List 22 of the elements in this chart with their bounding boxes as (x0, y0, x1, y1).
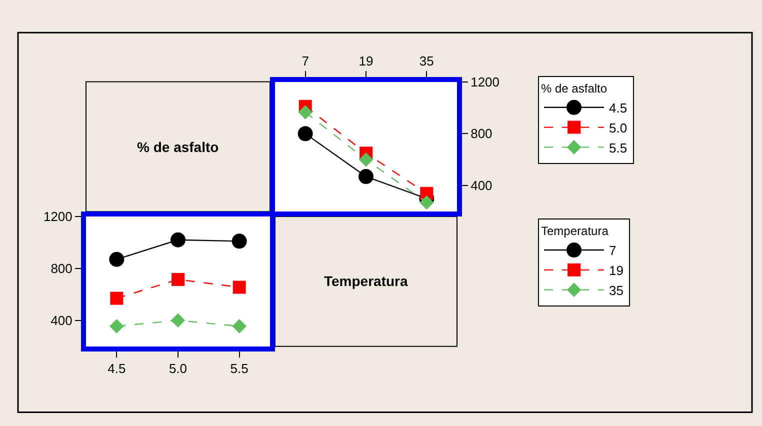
y-tick-label: 800 (50, 260, 72, 276)
legend-label: 4.5 (609, 100, 628, 116)
x-tick-label: 7 (302, 54, 309, 69)
y-tick-label: 1200 (470, 74, 500, 90)
legend-label: 5.0 (609, 120, 628, 136)
y-tick-label: 400 (50, 312, 72, 328)
legend-label: 5.5 (609, 140, 628, 156)
x-tick-label: 5.0 (168, 360, 188, 376)
x-axis-title: Temperatura (324, 273, 408, 289)
legend-label: 35 (609, 282, 624, 298)
x-tick-label: 35 (419, 54, 434, 69)
legend-title: % de asfalto (541, 81, 608, 96)
y-tick-label: 400 (470, 178, 492, 194)
x-tick-label: 4.5 (108, 360, 126, 376)
x-tick-label: 5.5 (230, 360, 248, 376)
legend-label: 19 (609, 262, 624, 278)
legend-title: Temperatura (541, 224, 609, 238)
x-tick-label: 19 (358, 54, 374, 69)
legend-label: 7 (609, 243, 616, 258)
y-tick-label: 800 (470, 126, 492, 142)
x-axis-title: % de asfalto (137, 139, 219, 155)
y-tick-label: 1200 (43, 209, 72, 224)
